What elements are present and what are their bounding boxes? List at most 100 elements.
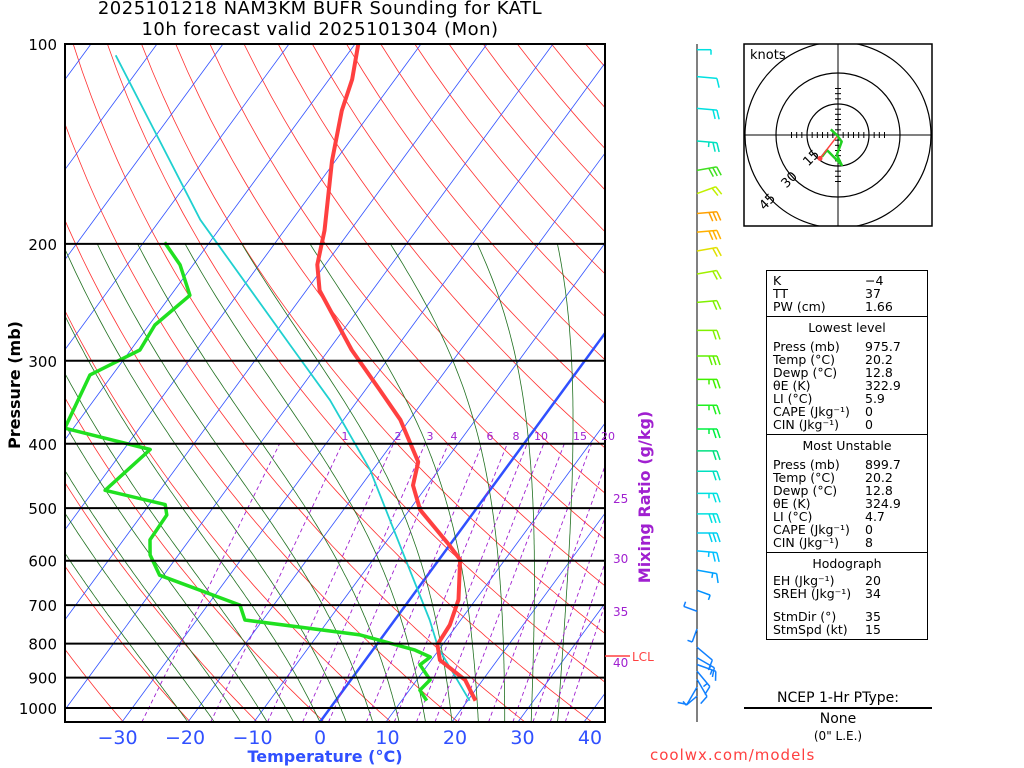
stat-row: EH (Jkg⁻¹) 20 <box>773 574 921 587</box>
mixing-ratio-label: 6 <box>487 430 494 443</box>
mixing-ratio-line <box>532 515 605 722</box>
moist-adiabat <box>137 243 400 722</box>
wind-barb <box>697 470 721 481</box>
stat-value: 20.2 <box>865 470 893 485</box>
lowest-level-section: Lowest level Press (mb) 975.7 Temp (°C) 20.… <box>767 317 927 435</box>
isotherm <box>121 62 605 722</box>
barb-staff <box>696 75 717 80</box>
pressure-tick-label: 800 <box>28 636 57 654</box>
ptype-value: None <box>819 711 857 727</box>
barb-tick <box>716 247 722 257</box>
stat-row: Press (mb) 975.7 <box>773 340 921 353</box>
barb-staff <box>696 663 717 673</box>
stat-row: Dewp (°C) 12.8 <box>773 366 921 379</box>
stat-label: CIN (Jkg⁻¹) <box>773 535 839 550</box>
barb-tick <box>712 405 717 415</box>
wind-barb <box>697 329 721 340</box>
barb-tick <box>708 167 714 177</box>
stat-label: Dewp (°C) <box>773 483 838 498</box>
mixing-ratio-line <box>457 443 565 722</box>
ptype-liquid: (0" L.E.) <box>813 729 863 743</box>
stats-table: K −4 TT 37 PW (cm) 1.66 Lowest level Press (m… <box>766 270 928 640</box>
moist-adiabat <box>65 469 242 722</box>
barb-tick <box>712 270 718 280</box>
mixing-ratio-label: 20 <box>601 430 615 443</box>
barb-tick <box>711 187 719 197</box>
stat-row: Temp (°C) 20.2 <box>773 471 921 484</box>
mixing-ratio-label: 4 <box>451 430 458 443</box>
barb-tick <box>716 428 721 439</box>
barb-tick <box>712 247 718 257</box>
barb-half-tick <box>702 682 708 688</box>
temp-tick-label: 40 <box>578 727 602 749</box>
section-heading: Most Unstable <box>802 438 892 453</box>
mixing-ratio-axis-label: Mixing Ratio (g/kg) <box>635 411 654 583</box>
stat-row: SREH (Jkg⁻¹) 34 <box>773 587 921 600</box>
mixing-ratio-label: 8 <box>513 430 520 443</box>
isotherm <box>65 44 488 621</box>
dewpoint-trace <box>65 241 433 702</box>
dry-adiabat <box>65 565 191 722</box>
stat-value: 35 <box>865 609 881 624</box>
stat-value: 20.2 <box>865 352 893 367</box>
stat-value: 899.7 <box>865 457 901 472</box>
barb-tick <box>712 330 717 340</box>
barb-tick <box>716 142 720 153</box>
moist-adiabat <box>96 243 374 722</box>
barb-half-tick <box>683 601 687 607</box>
barb-tick <box>712 355 717 366</box>
barb-tick <box>716 109 720 120</box>
title-line-2: 10h forecast valid 2025101304 (Mon) <box>141 19 499 40</box>
stat-label: SREH (Jkg⁻¹) <box>773 586 852 601</box>
wind-barb <box>697 404 721 415</box>
pressure-tick-label: 1000 <box>19 700 57 718</box>
stat-row: StmSpd (kt) 15 <box>773 623 921 636</box>
wind-barb <box>696 589 711 601</box>
barb-tick <box>716 379 721 389</box>
y-axis-label: Pressure (mb) <box>5 321 24 449</box>
stat-value: 15 <box>865 622 881 637</box>
wind-barb <box>697 532 721 543</box>
mixing-ratio-line <box>302 443 426 722</box>
wind-barb <box>697 355 721 366</box>
barb-half-tick <box>687 639 693 643</box>
pressure-tick-label: 900 <box>28 670 57 688</box>
plot-area <box>65 44 605 722</box>
stat-value: 0 <box>865 522 873 537</box>
mixing-ratio-line <box>415 443 528 722</box>
lcl-label: LCL <box>632 650 654 664</box>
barb-staff <box>696 646 713 661</box>
credit-text: coolwx.com/models <box>650 746 815 764</box>
dry-adiabat <box>65 122 526 722</box>
temp-tick-label: 10 <box>375 727 399 749</box>
barb-tick <box>711 667 716 678</box>
stat-label: CIN (Jkg⁻¹) <box>773 417 839 432</box>
stat-value: 324.9 <box>865 496 901 511</box>
wind-barb <box>682 695 698 706</box>
wind-barb <box>683 601 698 612</box>
barb-staff <box>696 589 711 596</box>
barb-staff <box>696 140 717 144</box>
stat-label: TT <box>773 286 789 301</box>
isotherm <box>65 44 290 351</box>
barb-tick <box>712 428 717 439</box>
stat-value: 0 <box>865 417 873 432</box>
stat-row: StmDir (°) 35 <box>773 610 921 623</box>
barb-staff <box>696 107 717 111</box>
isotherm <box>451 512 605 722</box>
barb-staff <box>696 657 715 669</box>
temp-tick-label: −30 <box>97 727 137 749</box>
pressure-tick-label: 400 <box>28 436 57 454</box>
wind-barb <box>696 569 719 584</box>
barb-staff <box>696 670 711 687</box>
stat-row: Press (mb) 899.7 <box>773 458 921 471</box>
pressure-tick-label: 600 <box>28 553 57 571</box>
stat-value: 5.9 <box>865 391 885 406</box>
mixing-ratio-label: 2 <box>395 430 402 443</box>
moist-adiabat <box>241 243 453 722</box>
barb-tick <box>708 230 714 241</box>
hodograph-storm-motion <box>819 136 838 159</box>
barb-tick <box>700 696 708 705</box>
